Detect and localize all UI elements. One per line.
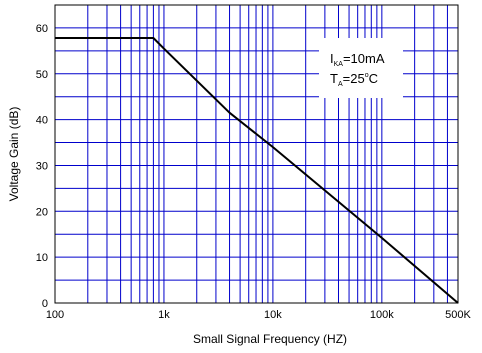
x-tick-label: 500K — [445, 309, 471, 321]
y-tick-labels: 0 10 20 30 40 50 60 — [36, 23, 48, 310]
x-tick-labels: 100 1k 10k 100k 500K — [46, 309, 472, 321]
y-tick-label: 40 — [36, 115, 48, 127]
x-tick-label: 100k — [370, 309, 394, 321]
y-axis-label: Voltage Gain (dB) — [7, 107, 21, 202]
plot-frame — [54, 4, 459, 304]
y-tick-label: 30 — [36, 160, 48, 172]
annotation-box: IKA=10mA TA=25oC — [319, 38, 403, 98]
annotation-background — [319, 38, 403, 98]
x-tick-label: 100 — [46, 309, 64, 321]
annotation-line-2: TA=25oC — [330, 71, 378, 88]
x-tick-label: 10k — [264, 309, 282, 321]
y-tick-label: 20 — [36, 206, 48, 218]
y-tick-label: 60 — [36, 23, 48, 35]
x-axis-label: Small Signal Frequency (HZ) — [193, 332, 347, 346]
annotation-line-1: IKA=10mA — [330, 51, 385, 68]
y-tick-label: 10 — [36, 252, 48, 264]
x-tick-label: 1k — [158, 309, 170, 321]
series-line-1 — [55, 37, 459, 304]
y-tick-label: 50 — [36, 69, 48, 81]
y-tick-label: 0 — [42, 298, 48, 310]
series-group — [55, 37, 459, 304]
